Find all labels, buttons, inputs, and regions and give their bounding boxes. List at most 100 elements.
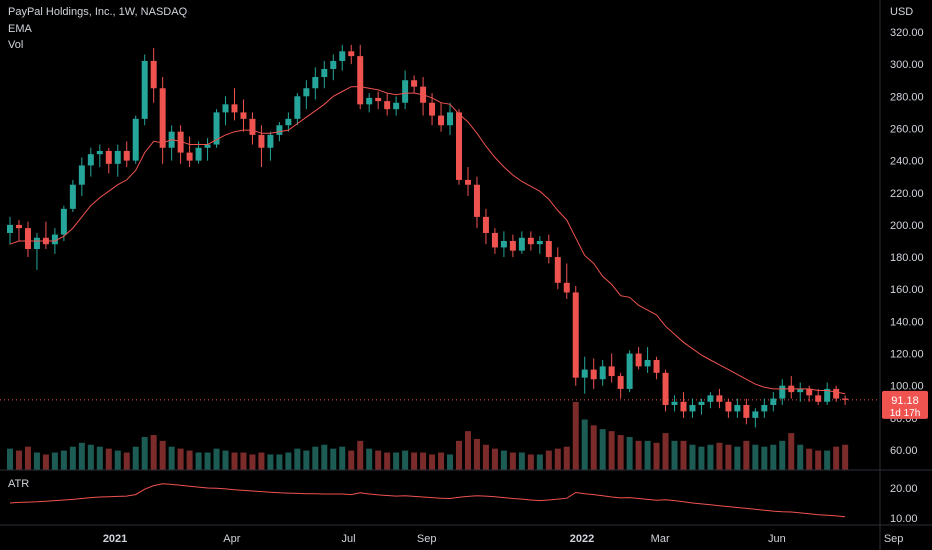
candle-body[interactable] — [249, 118, 256, 135]
candle-body[interactable] — [213, 112, 220, 145]
candle-body[interactable] — [815, 395, 822, 402]
candle-body[interactable] — [509, 241, 516, 251]
candle-body[interactable] — [357, 56, 364, 105]
candle-body[interactable] — [806, 388, 813, 396]
candle-body[interactable] — [770, 398, 777, 405]
candle-body[interactable] — [482, 216, 489, 233]
symbol-legend[interactable]: PayPal Holdings, Inc., 1W, NASDAQ — [8, 6, 188, 18]
candle-body[interactable] — [464, 179, 471, 185]
candle-body[interactable] — [680, 401, 687, 412]
ema-legend[interactable]: EMA — [8, 23, 32, 35]
candle-body[interactable] — [438, 115, 445, 126]
candle-body[interactable] — [339, 51, 346, 61]
candle-body[interactable] — [518, 237, 525, 251]
candle-body[interactable] — [33, 237, 40, 250]
candle-body[interactable] — [698, 401, 705, 405]
candle-body[interactable] — [78, 165, 85, 185]
candle-body[interactable] — [177, 131, 184, 153]
candle-body[interactable] — [393, 102, 400, 110]
candle-body[interactable] — [411, 80, 418, 87]
candle-body[interactable] — [222, 104, 229, 113]
candle-body[interactable] — [617, 376, 624, 389]
candle-body[interactable] — [321, 68, 328, 78]
candle-body[interactable] — [554, 257, 561, 283]
candle-body[interactable] — [491, 232, 498, 248]
candle-body[interactable] — [644, 359, 651, 367]
candle-body[interactable] — [375, 97, 382, 102]
candle-body[interactable] — [734, 404, 741, 412]
candle-body[interactable] — [105, 150, 112, 164]
candle-body[interactable] — [312, 77, 319, 89]
candle-body[interactable] — [186, 152, 193, 161]
candle-body[interactable] — [590, 369, 597, 380]
candle-body[interactable] — [500, 241, 507, 248]
atr-line — [9, 483, 846, 518]
candle-body[interactable] — [15, 224, 22, 229]
candle-body[interactable] — [743, 404, 750, 418]
candle-body[interactable] — [96, 150, 103, 155]
volume-legend[interactable]: Vol — [8, 39, 24, 51]
candle-body[interactable] — [608, 366, 615, 377]
candle-body[interactable] — [536, 241, 543, 245]
candle-body[interactable] — [662, 372, 669, 405]
volume-bar — [662, 433, 669, 470]
candle-body[interactable] — [689, 404, 696, 412]
atr-legend[interactable]: ATR — [8, 478, 30, 490]
candle-body[interactable] — [653, 359, 660, 373]
candle-body[interactable] — [456, 112, 462, 180]
candle-body[interactable] — [285, 118, 292, 126]
candle-body[interactable] — [348, 51, 355, 57]
candle-body[interactable] — [114, 150, 121, 164]
candle-body[interactable] — [545, 241, 552, 258]
candle-body[interactable] — [725, 401, 732, 412]
candle-body[interactable] — [7, 224, 13, 233]
candle-body[interactable] — [707, 395, 714, 402]
candle-body[interactable] — [51, 234, 58, 245]
candle-body[interactable] — [294, 96, 301, 119]
candle-body[interactable] — [833, 388, 840, 399]
candle-body[interactable] — [473, 184, 480, 217]
candle-body[interactable] — [842, 398, 849, 400]
candle-body[interactable] — [671, 401, 678, 405]
candle-body[interactable] — [429, 102, 436, 116]
candle-body[interactable] — [797, 388, 804, 393]
candle-body[interactable] — [572, 292, 579, 378]
candle-body[interactable] — [69, 184, 76, 209]
candle-body[interactable] — [824, 388, 831, 402]
candle-body[interactable] — [384, 101, 391, 110]
candle-body[interactable] — [231, 104, 238, 113]
candle-body[interactable] — [24, 228, 31, 250]
candle-body[interactable] — [267, 134, 274, 148]
candle-body[interactable] — [195, 147, 202, 161]
candle-body[interactable] — [752, 411, 759, 418]
candle-body[interactable] — [626, 353, 633, 389]
volume-bar — [707, 444, 714, 470]
candle-body[interactable] — [447, 112, 454, 126]
candle-body[interactable] — [60, 208, 67, 235]
candle-body[interactable] — [581, 369, 588, 378]
volume-bar — [779, 440, 786, 470]
candle-body[interactable] — [761, 404, 768, 412]
candle-body[interactable] — [123, 150, 130, 161]
candle-body[interactable] — [132, 118, 139, 161]
volume-bar — [689, 444, 696, 470]
candle-body[interactable] — [366, 97, 373, 105]
candle-body[interactable] — [716, 395, 723, 402]
candle-body[interactable] — [527, 237, 534, 245]
candle-body[interactable] — [276, 125, 283, 135]
candle-body[interactable] — [330, 60, 337, 69]
candle-body[interactable] — [240, 112, 247, 119]
candle-body[interactable] — [635, 353, 642, 367]
candle-body[interactable] — [303, 88, 310, 97]
candle-body[interactable] — [159, 88, 166, 148]
candle-body[interactable] — [402, 80, 409, 103]
candle-body[interactable] — [258, 134, 265, 148]
candle-body[interactable] — [599, 366, 606, 380]
candle-body[interactable] — [87, 154, 94, 166]
candle-body[interactable] — [779, 385, 786, 399]
candle-body[interactable] — [204, 144, 211, 148]
candle-body[interactable] — [141, 60, 148, 119]
candle-body[interactable] — [563, 282, 570, 293]
candle-body[interactable] — [150, 60, 157, 89]
